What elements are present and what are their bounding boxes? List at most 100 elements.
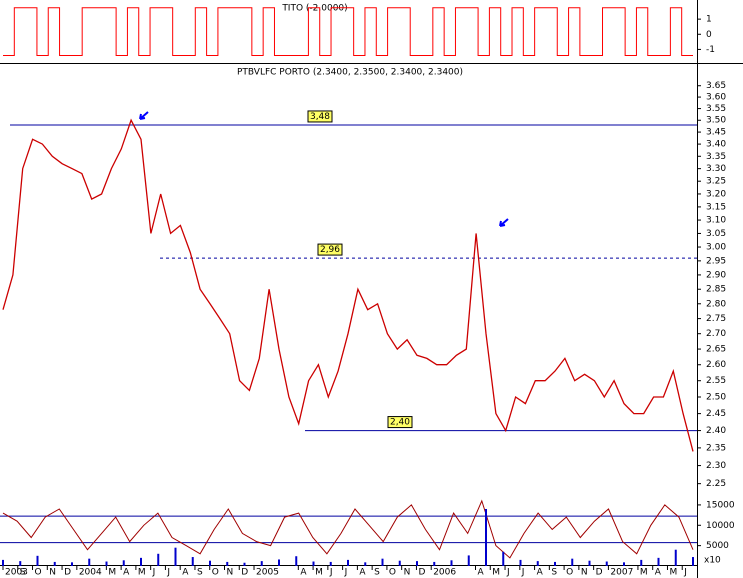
- y-tick-label: 3.45: [706, 128, 726, 138]
- x-tick-label: A: [182, 568, 189, 578]
- x-tick-label: J: [506, 568, 510, 578]
- x-tick-label: 2005: [256, 568, 279, 578]
- y-tick-label: 3.00: [706, 243, 726, 253]
- x-tick-label: A: [478, 568, 485, 578]
- volume-bar: [640, 559, 643, 566]
- y-tick-label: 5000: [706, 541, 729, 551]
- price-line: [2, 118, 694, 452]
- volume-bar: [467, 555, 470, 566]
- peak-arrow: [139, 111, 149, 120]
- volume-bar: [243, 562, 246, 566]
- x-tick-label: 2004: [79, 568, 102, 578]
- volume-bar: [260, 561, 263, 566]
- volume-bar: [36, 555, 39, 566]
- level-label-box: [317, 243, 343, 256]
- volume-bar: [554, 561, 556, 566]
- x-tick-label: J: [166, 568, 170, 578]
- volume-bar: [226, 561, 229, 566]
- y-tick-label: 3.55: [706, 104, 726, 114]
- unit-label: x10: [704, 556, 721, 566]
- level-label-box: [387, 416, 413, 429]
- peak-arrow: [499, 218, 509, 227]
- volume-bar: [2, 559, 4, 566]
- volume-bar: [623, 562, 625, 566]
- x-tick-label: A: [123, 568, 130, 578]
- x-tick-label: A: [655, 568, 662, 578]
- y-tick-label: 2.35: [706, 443, 726, 453]
- y-tick-label: 10000: [706, 521, 735, 531]
- x-tick-label: D: [596, 568, 603, 578]
- y-tick-label: 2.30: [706, 461, 726, 471]
- volume-bar: [88, 558, 91, 566]
- volume-bar: [536, 561, 539, 566]
- y-tick-label: 3.25: [706, 177, 726, 187]
- x-tick-label: S: [20, 568, 26, 578]
- volume-bar: [312, 561, 315, 566]
- volume-bar: [571, 558, 574, 566]
- x-tick-label: J: [329, 568, 333, 578]
- x-tick-label: D: [64, 568, 71, 578]
- volume-bar: [157, 553, 160, 566]
- volume-bar: [674, 549, 677, 566]
- x-tick-label: J: [683, 568, 687, 578]
- y-tick-label: 2.80: [706, 299, 726, 309]
- y-tick-label: 3.35: [706, 152, 726, 162]
- y-tick-label: 2.85: [706, 285, 726, 295]
- indicator-line: [3, 7, 693, 56]
- x-tick-label: M: [640, 568, 648, 578]
- volume-bar: [381, 558, 384, 566]
- x-tick-label: M: [108, 568, 116, 578]
- y-tick-label: 3.15: [706, 202, 726, 212]
- y-tick-label: -1: [706, 45, 715, 55]
- y-tick-label: 3.40: [706, 140, 726, 150]
- x-tick-label: 2003: [5, 568, 28, 578]
- x-tick-label: A: [300, 568, 307, 578]
- y-tick-label: 1: [706, 15, 712, 25]
- x-tick-label: S: [197, 568, 203, 578]
- y-tick-label: 3.65: [706, 81, 726, 91]
- volume-bar: [53, 561, 56, 566]
- volume-bar: [398, 560, 401, 566]
- y-tick-label: 2.55: [706, 376, 726, 386]
- volume-bar: [519, 559, 522, 566]
- x-tick-label: D: [418, 568, 425, 578]
- x-tick-label: S: [374, 568, 380, 578]
- y-tick-label: 2.65: [706, 345, 726, 355]
- x-tick-label: M: [492, 568, 500, 578]
- x-tick-label: 2007: [610, 568, 633, 578]
- volume-bar: [174, 547, 177, 566]
- volume-bar: [191, 557, 194, 566]
- level-label: 2,40: [390, 418, 410, 428]
- y-tick-label: 2.95: [706, 256, 726, 266]
- volume-bar: [433, 561, 436, 566]
- volume-bar: [295, 556, 298, 566]
- x-tick-label: O: [566, 568, 573, 578]
- x-tick-label: N: [226, 568, 233, 578]
- x-tick-label: N: [49, 568, 56, 578]
- x-tick-label: J: [344, 568, 348, 578]
- level-label-box: [307, 110, 333, 123]
- volume-bar: [19, 561, 22, 566]
- x-tick-label: N: [581, 568, 588, 578]
- y-tick-label: 2.70: [706, 329, 726, 339]
- y-tick-label: 3.50: [706, 116, 726, 126]
- volume-bar: [122, 560, 125, 566]
- y-tick-label: 2.50: [706, 392, 726, 402]
- y-tick-label: 15000: [706, 500, 735, 510]
- volume-bar: [485, 508, 487, 566]
- volume-bar: [105, 561, 108, 566]
- volume-bar: [278, 559, 280, 566]
- volume-bar: [347, 559, 349, 566]
- y-tick-label: 3.10: [706, 216, 726, 226]
- volume-bar: [657, 557, 660, 566]
- volume-bar: [71, 562, 73, 566]
- volume-bar: [140, 557, 142, 566]
- x-tick-label: O: [212, 568, 219, 578]
- y-tick-label: 2.40: [706, 426, 726, 436]
- volume-bar: [416, 561, 418, 566]
- y-tick-label: 3.60: [706, 93, 726, 103]
- volume-bar: [364, 562, 367, 566]
- y-tick-label: 2.75: [706, 314, 726, 324]
- price-title: PTBVLFC PORTO (2.3400, 2.3500, 2.3400, 2…: [237, 68, 463, 78]
- volume-bar: [450, 560, 453, 566]
